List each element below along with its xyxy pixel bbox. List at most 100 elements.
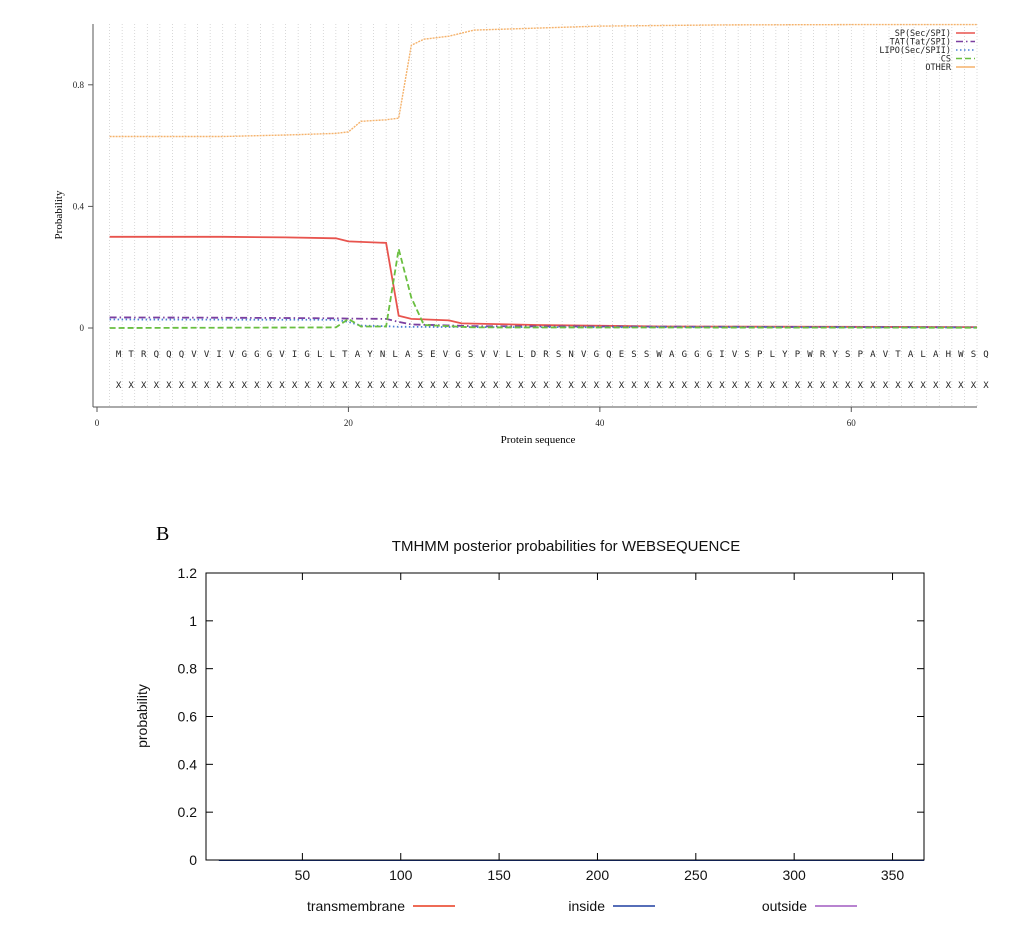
series-line-cs [109, 248, 978, 329]
sequence-residue: Q [154, 350, 159, 360]
annotation-mark: X [958, 381, 964, 391]
sequence-residue: I [292, 350, 297, 360]
chart-b-axes: 0 0.2 0.4 0.6 0.8 1 1.2 50 100 150 200 250 300 350 [178, 565, 925, 883]
annotation-mark: X [141, 381, 147, 391]
sequence-residue: A [669, 350, 675, 360]
sequence-residue: P [757, 350, 763, 360]
annotation-mark: X [392, 381, 398, 391]
annotation-mark: X [556, 381, 562, 391]
sequence-residue: Y [832, 350, 838, 360]
sequence-residue: T [128, 350, 134, 360]
chart-b-title: TMHMM posterior probabilities for WEBSEQ… [392, 538, 740, 555]
series-line-sp-sec-spi- [109, 235, 978, 329]
sequence-residue: V [204, 350, 210, 360]
annotation-mark: X [242, 381, 248, 391]
annotation-mark: X [531, 381, 537, 391]
sequence-residue: G [594, 350, 599, 360]
annotation-mark: X [342, 381, 348, 391]
sequence-residue: Q [179, 350, 184, 360]
annotation-mark: X [870, 381, 876, 391]
y-tick-label: 0.8 [178, 661, 198, 677]
sequence-residue: T [342, 350, 348, 360]
annotation-mark: X [920, 381, 926, 391]
sequence-residue: G [694, 350, 699, 360]
y-tick-label: 0 [80, 323, 85, 333]
sequence-residue: V [191, 350, 197, 360]
annotation-mark: X [820, 381, 826, 391]
annotation-mark: X [606, 381, 612, 391]
y-tick-label: 0.8 [73, 80, 85, 90]
sequence-residue: E [619, 350, 624, 360]
annotation-mark: X [908, 381, 914, 391]
annotation-mark: X [795, 381, 801, 391]
sequence-residue: L [920, 350, 925, 360]
sequence-residue: D [531, 350, 536, 360]
annotation-mark: X [694, 381, 700, 391]
annotation-mark: X [782, 381, 788, 391]
annotation-mark: X [732, 381, 738, 391]
annotation-mark: X [443, 381, 449, 391]
annotation-mark: X [656, 381, 662, 391]
annotation-mark: X [581, 381, 587, 391]
chart-a-legend: SP(Sec/SPI)TAT(Tat/SPI)LIPO(Sec/SPII)CSO… [879, 29, 975, 73]
sequence-residue: V [229, 350, 235, 360]
sequence-residue: H [946, 350, 951, 360]
annotation-mark: X [229, 381, 235, 391]
sequence-residue: S [631, 350, 636, 360]
sequence-residue: S [556, 350, 561, 360]
chart-a-series [109, 23, 978, 329]
sequence-grid [109, 24, 978, 407]
annotation-mark: X [267, 381, 273, 391]
chart-a-xlabel: Protein sequence [501, 434, 576, 446]
sequence-residue: A [870, 350, 876, 360]
sequence-residue: E [430, 350, 435, 360]
annotation-mark: X [506, 381, 512, 391]
sequence-residue: L [330, 350, 335, 360]
sequence-residue: R [141, 350, 147, 360]
annotation-mark: X [179, 381, 185, 391]
annotation-mark: X [355, 381, 361, 391]
annotation-mark: X [216, 381, 222, 391]
legend-label: TAT(Tat/SPI) [890, 38, 951, 48]
tmhmm-chart: B TMHMM posterior probabilities for WEBS… [134, 523, 925, 914]
sequence-residue: G [455, 350, 460, 360]
y-tick-label: 0 [189, 852, 197, 868]
y-tick-label: 1 [189, 613, 197, 629]
sequence-residue: A [908, 350, 914, 360]
annotation-mark: X [292, 381, 298, 391]
sequence-residue: I [216, 350, 221, 360]
sequence-residue: V [279, 350, 285, 360]
sequence-residue: R [820, 350, 826, 360]
annotation-mark: X [845, 381, 851, 391]
y-tick-label: 1.2 [178, 565, 198, 581]
annotation-mark: X [380, 381, 386, 391]
series-line-other [109, 23, 977, 138]
annotation-mark: X [430, 381, 436, 391]
plot-frame [205, 572, 925, 861]
sequence-residue: V [480, 350, 486, 360]
x-tick-label: 200 [586, 867, 610, 883]
y-tick-label: 0.4 [178, 756, 198, 772]
sequence-residue: A [933, 350, 939, 360]
x-tick-label: 20 [344, 418, 354, 428]
sequence-residue: P [795, 350, 801, 360]
sequence-residue: Q [166, 350, 171, 360]
chart-a-ylabel: Probability [53, 190, 65, 239]
sequence-residue: Q [606, 350, 611, 360]
sequence-residue: G [242, 350, 247, 360]
annotation-mark: X [543, 381, 549, 391]
annotation-mark: X [166, 381, 172, 391]
legend-label: LIPO(Sec/SPII) [879, 46, 951, 56]
legend-label: inside [568, 898, 605, 914]
annotation-mark: X [518, 381, 524, 391]
sequence-residue: A [355, 350, 361, 360]
chart-b-ylabel: probability [134, 684, 150, 748]
annotation-mark: X [279, 381, 285, 391]
annotation-mark: X [330, 381, 336, 391]
annotation-mark: X [254, 381, 260, 391]
sequence-residue: N [568, 350, 573, 360]
annotation-mark: X [807, 381, 813, 391]
x-tick-label: 40 [595, 418, 605, 428]
annotation-mark: X [116, 381, 122, 391]
annotation-mark: X [983, 381, 989, 391]
